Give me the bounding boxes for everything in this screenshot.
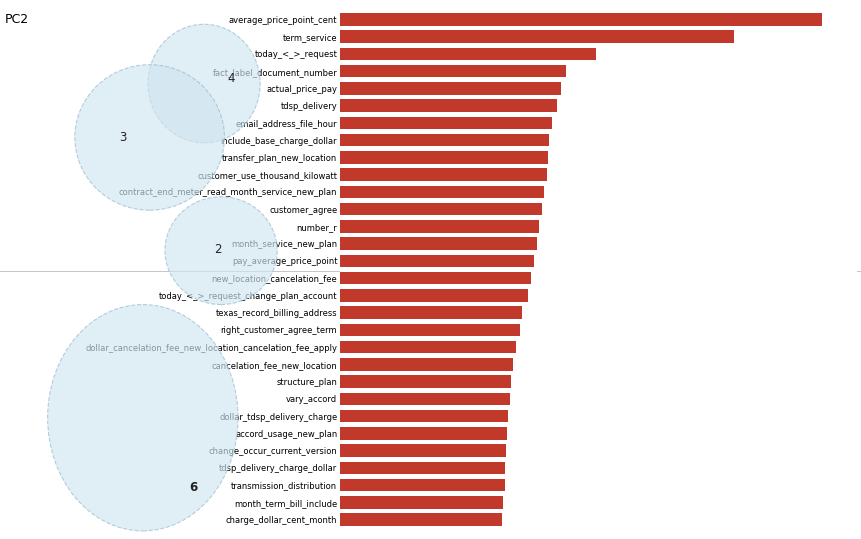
Bar <box>340 220 539 233</box>
Bar <box>340 30 734 43</box>
Bar <box>340 410 508 423</box>
Bar <box>340 479 505 492</box>
Bar <box>340 65 567 78</box>
Bar <box>340 289 528 302</box>
Ellipse shape <box>47 305 238 531</box>
Bar <box>340 323 520 336</box>
Bar <box>340 116 552 129</box>
Bar <box>340 185 544 198</box>
Bar <box>340 82 561 95</box>
Text: PC2: PC2 <box>4 13 28 26</box>
Bar <box>340 99 556 112</box>
Bar <box>340 513 503 526</box>
Bar <box>340 392 510 405</box>
Ellipse shape <box>75 65 225 210</box>
Text: 6: 6 <box>189 481 198 494</box>
Bar <box>340 496 504 509</box>
Bar <box>340 134 549 147</box>
Text: 2: 2 <box>214 243 221 256</box>
Ellipse shape <box>148 24 260 143</box>
Bar <box>340 168 547 181</box>
Bar <box>340 13 822 26</box>
Bar <box>340 375 511 388</box>
Bar <box>340 358 513 371</box>
Bar <box>340 203 542 216</box>
Bar <box>340 306 522 319</box>
Text: 4: 4 <box>227 72 235 85</box>
Bar <box>340 461 505 474</box>
Bar <box>340 47 596 60</box>
Text: 3: 3 <box>119 131 126 144</box>
Bar <box>340 444 506 457</box>
Ellipse shape <box>165 197 277 305</box>
Bar <box>340 341 517 354</box>
Bar <box>340 237 537 250</box>
Bar <box>340 151 548 164</box>
Bar <box>340 254 535 267</box>
Bar <box>340 272 531 285</box>
Bar <box>340 427 507 440</box>
